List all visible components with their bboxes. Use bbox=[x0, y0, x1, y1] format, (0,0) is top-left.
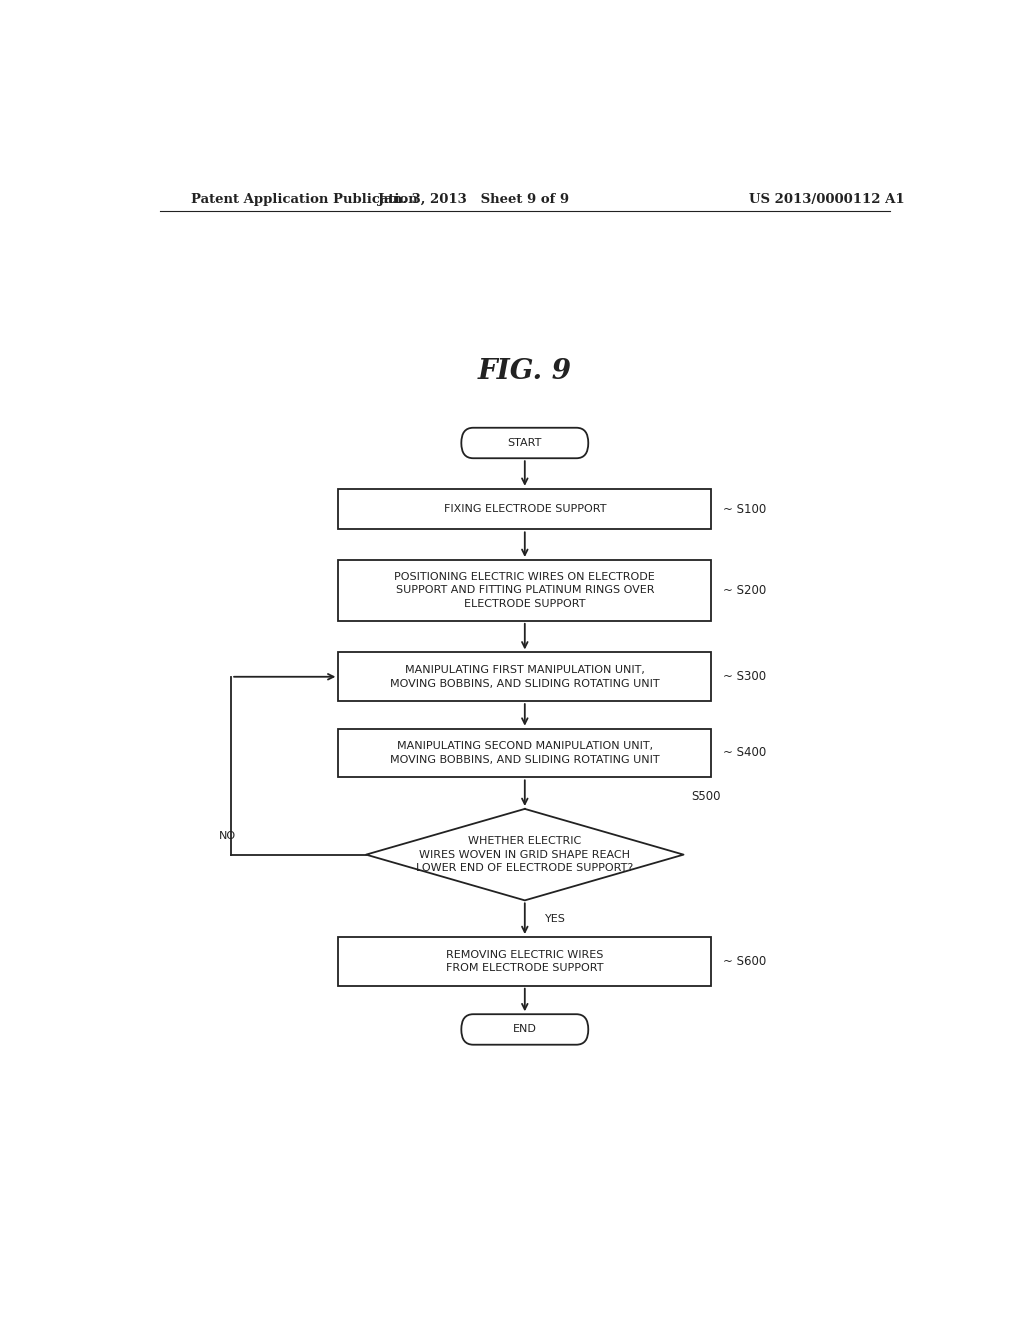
Text: YES: YES bbox=[545, 913, 565, 924]
Text: REMOVING ELECTRIC WIRES
FROM ELECTRODE SUPPORT: REMOVING ELECTRIC WIRES FROM ELECTRODE S… bbox=[446, 949, 603, 973]
Text: ~ S200: ~ S200 bbox=[723, 583, 766, 597]
Text: MANIPULATING FIRST MANIPULATION UNIT,
MOVING BOBBINS, AND SLIDING ROTATING UNIT: MANIPULATING FIRST MANIPULATION UNIT, MO… bbox=[390, 665, 659, 689]
FancyBboxPatch shape bbox=[461, 428, 588, 458]
Text: ~ S300: ~ S300 bbox=[723, 671, 766, 684]
Text: START: START bbox=[508, 438, 542, 447]
Text: Patent Application Publication: Patent Application Publication bbox=[191, 193, 418, 206]
Text: US 2013/0000112 A1: US 2013/0000112 A1 bbox=[749, 193, 904, 206]
FancyBboxPatch shape bbox=[461, 1014, 588, 1044]
Bar bbox=[338, 729, 712, 777]
Text: FIG. 9: FIG. 9 bbox=[478, 358, 571, 385]
Text: WHETHER ELECTRIC
WIRES WOVEN IN GRID SHAPE REACH
LOWER END OF ELECTRODE SUPPORT?: WHETHER ELECTRIC WIRES WOVEN IN GRID SHA… bbox=[416, 836, 634, 874]
Text: ~ S600: ~ S600 bbox=[723, 954, 766, 968]
Text: FIXING ELECTRODE SUPPORT: FIXING ELECTRODE SUPPORT bbox=[443, 504, 606, 513]
Text: POSITIONING ELECTRIC WIRES ON ELECTRODE
SUPPORT AND FITTING PLATINUM RINGS OVER
: POSITIONING ELECTRIC WIRES ON ELECTRODE … bbox=[394, 572, 655, 609]
Bar bbox=[338, 488, 712, 529]
Text: MANIPULATING SECOND MANIPULATION UNIT,
MOVING BOBBINS, AND SLIDING ROTATING UNIT: MANIPULATING SECOND MANIPULATION UNIT, M… bbox=[390, 742, 659, 764]
Bar bbox=[338, 937, 712, 986]
Text: NO: NO bbox=[219, 832, 236, 841]
Text: S500: S500 bbox=[691, 791, 721, 803]
Text: ~ S100: ~ S100 bbox=[723, 503, 766, 516]
Text: ~ S400: ~ S400 bbox=[723, 747, 766, 759]
Text: END: END bbox=[513, 1024, 537, 1035]
Bar bbox=[338, 560, 712, 620]
Bar bbox=[338, 652, 712, 701]
Text: Jan. 3, 2013   Sheet 9 of 9: Jan. 3, 2013 Sheet 9 of 9 bbox=[378, 193, 568, 206]
